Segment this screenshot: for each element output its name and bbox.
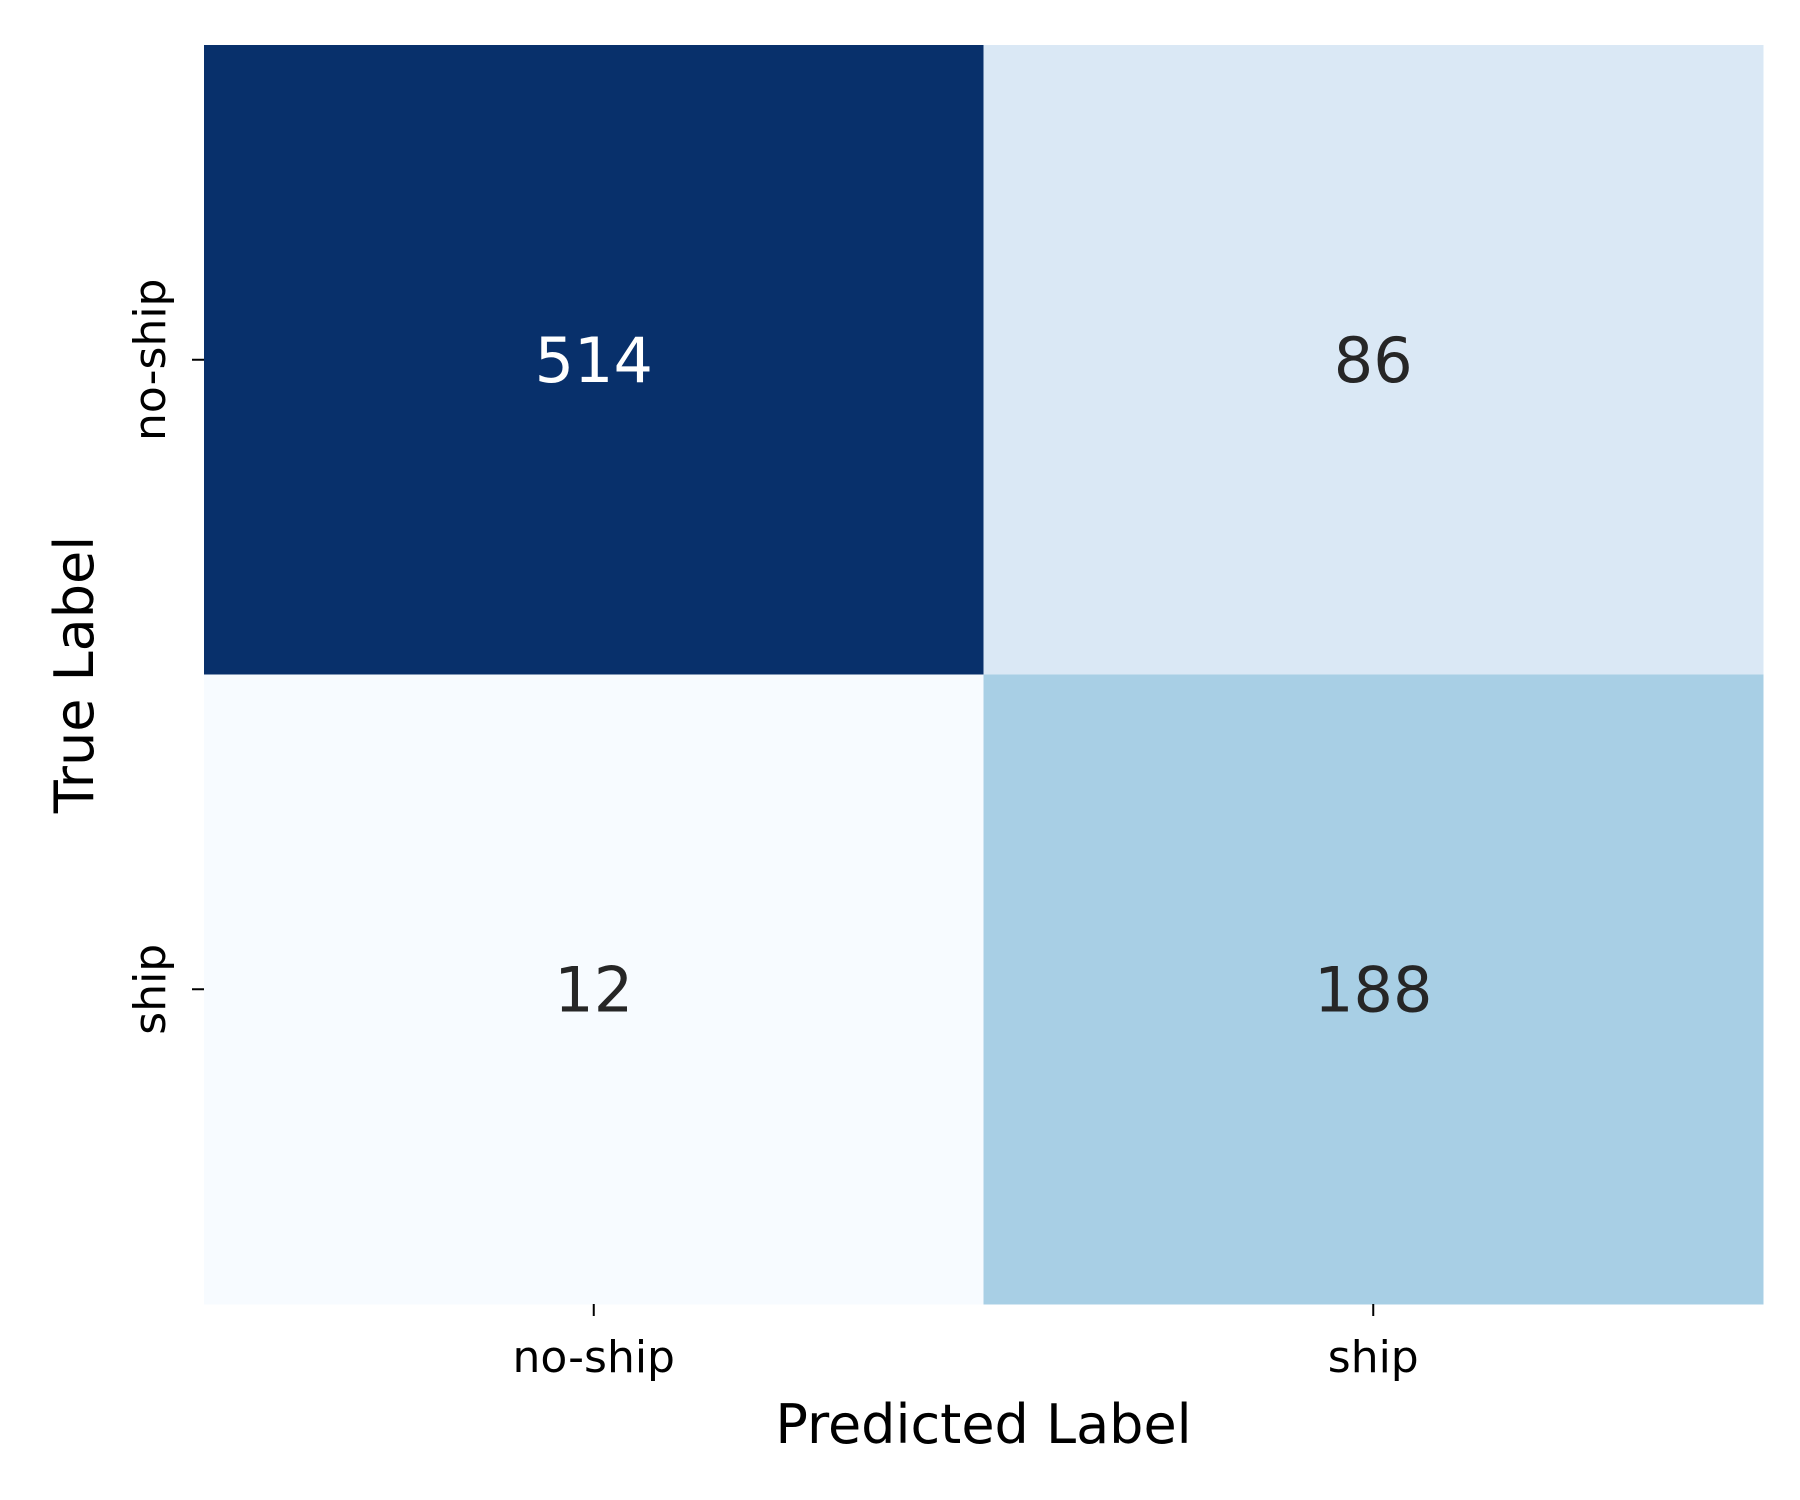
x-tick-label: no-ship [513, 1332, 675, 1383]
heatmap-cell-no-ship-ship [983, 45, 1764, 675]
heatmap-cells [204, 45, 1764, 1305]
heatmap-cell-ship-ship [983, 674, 1764, 1305]
cell-value-label: 514 [535, 324, 653, 397]
heatmap-cell-labels: 514 86 12 188 [535, 324, 1433, 1027]
heatmap-cell-ship-no-ship [204, 674, 984, 1305]
x-tick-label: ship [1328, 1332, 1419, 1383]
cell-value-label: 12 [554, 953, 633, 1026]
heatmap-cell-no-ship-no-ship [204, 45, 984, 675]
y-tick-label: no-ship [125, 279, 176, 441]
cell-value-label: 86 [1334, 324, 1413, 397]
y-axis-label: True Label [43, 536, 106, 815]
y-axis-ticks: no-ship ship [125, 279, 204, 1035]
x-axis-ticks: no-ship ship [513, 1304, 1419, 1383]
cell-value-label: 188 [1314, 953, 1432, 1026]
x-axis-label: Predicted Label [775, 1393, 1191, 1456]
y-tick-label: ship [125, 944, 176, 1035]
